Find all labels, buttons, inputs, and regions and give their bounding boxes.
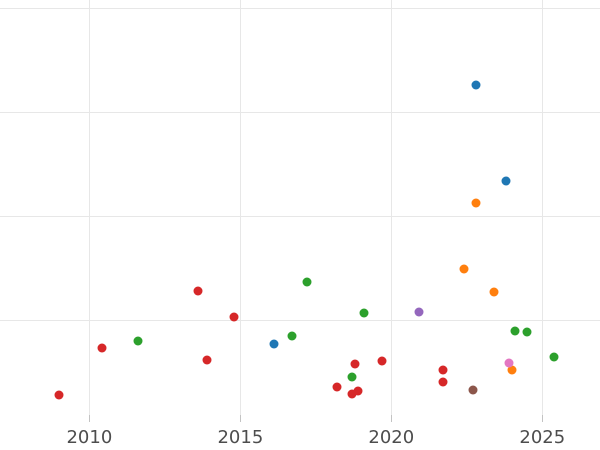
x-tick-label: 2025 [519, 427, 566, 448]
scatter-point-green [287, 331, 297, 341]
scatter-point-red [229, 312, 239, 322]
scatter-point-pink [504, 358, 514, 368]
scatter-point-green [359, 308, 369, 318]
scatter-point-red [347, 389, 357, 399]
scatter-point-green [510, 326, 520, 336]
scatter-point-green [522, 327, 532, 337]
x-tick-mark [391, 415, 393, 422]
x-gridline [391, 0, 393, 415]
scatter-point-orange [489, 287, 499, 297]
x-tick-label: 2010 [66, 427, 113, 448]
scatter-point-green [133, 336, 143, 346]
scatter-point-purple [414, 307, 423, 317]
scatter-point-red [54, 390, 64, 400]
scatter-point-orange [471, 198, 481, 208]
scatter-point-green [347, 372, 357, 381]
scatter-point-red [97, 343, 106, 353]
x-gridline [542, 0, 544, 415]
y-gridline [0, 320, 600, 322]
scatter-point-brown [468, 385, 478, 395]
scatter-point-blue [269, 339, 279, 349]
x-gridline [240, 0, 242, 415]
scatter-point-red [353, 386, 363, 396]
scatter-point-green [302, 277, 312, 287]
scatter-point-red [438, 365, 448, 375]
scatter-point-red [438, 377, 448, 387]
y-gridline [0, 8, 600, 10]
scatter-point-red [202, 355, 212, 365]
scatter-point-orange [507, 365, 517, 375]
plot-area [0, 0, 600, 415]
y-gridline [0, 216, 600, 218]
scatter-point-red [193, 286, 203, 296]
x-tick-label: 2020 [368, 427, 415, 448]
scatter-point-red [377, 356, 387, 366]
scatter-point-red [332, 382, 342, 392]
scatter-point-blue [471, 80, 481, 90]
x-tick-label: 2015 [217, 427, 264, 448]
x-gridline [89, 0, 91, 415]
x-tick-mark [542, 415, 544, 422]
scatter-point-blue [501, 176, 511, 186]
scatter-point-orange [459, 264, 469, 274]
scatter-point-green [549, 352, 559, 362]
x-tick-mark [240, 415, 242, 422]
scatter-point-red [350, 359, 360, 369]
x-tick-mark [89, 415, 91, 422]
y-gridline [0, 112, 600, 114]
